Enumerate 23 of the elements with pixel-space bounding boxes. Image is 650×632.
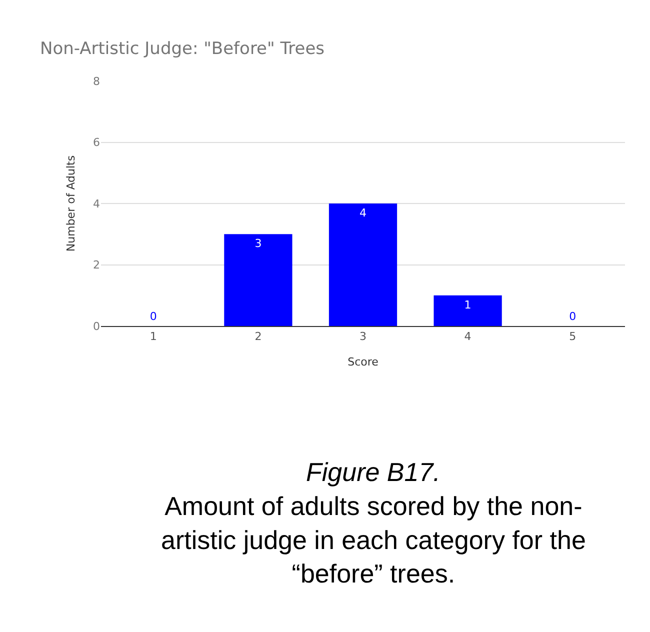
x-tick-label: 1 bbox=[150, 330, 157, 344]
x-tick-label: 3 bbox=[360, 330, 366, 344]
data-label: 1 bbox=[464, 298, 472, 312]
y-tick-label: 2 bbox=[93, 258, 100, 272]
y-tick-label: 4 bbox=[93, 197, 100, 210]
y-tick-label: 8 bbox=[93, 74, 100, 88]
bar bbox=[328, 204, 398, 326]
data-label: 4 bbox=[360, 206, 366, 220]
bar bbox=[224, 234, 292, 326]
caption: Figure B17. bbox=[306, 457, 440, 487]
data-label: 3 bbox=[254, 237, 262, 250]
chart-title: Non-Artistic Judge: "Before" Trees bbox=[40, 38, 325, 59]
x-tick-label: 4 bbox=[464, 330, 472, 344]
data-label: 0 bbox=[150, 310, 157, 323]
y-tick-label: 0 bbox=[93, 320, 100, 333]
y-axis-title: Number of Adults bbox=[64, 155, 78, 252]
x-axis-title: Score bbox=[348, 355, 379, 368]
text: Amount of adults scored by the non-artistic judge in each category for the “before” trees. bbox=[161, 491, 586, 589]
bar bbox=[434, 295, 502, 326]
x-tick-label: 2 bbox=[254, 330, 262, 344]
data-label: 0 bbox=[569, 310, 576, 323]
y-tick-label: 6 bbox=[93, 136, 100, 150]
x-tick-label: 5 bbox=[569, 330, 576, 344]
